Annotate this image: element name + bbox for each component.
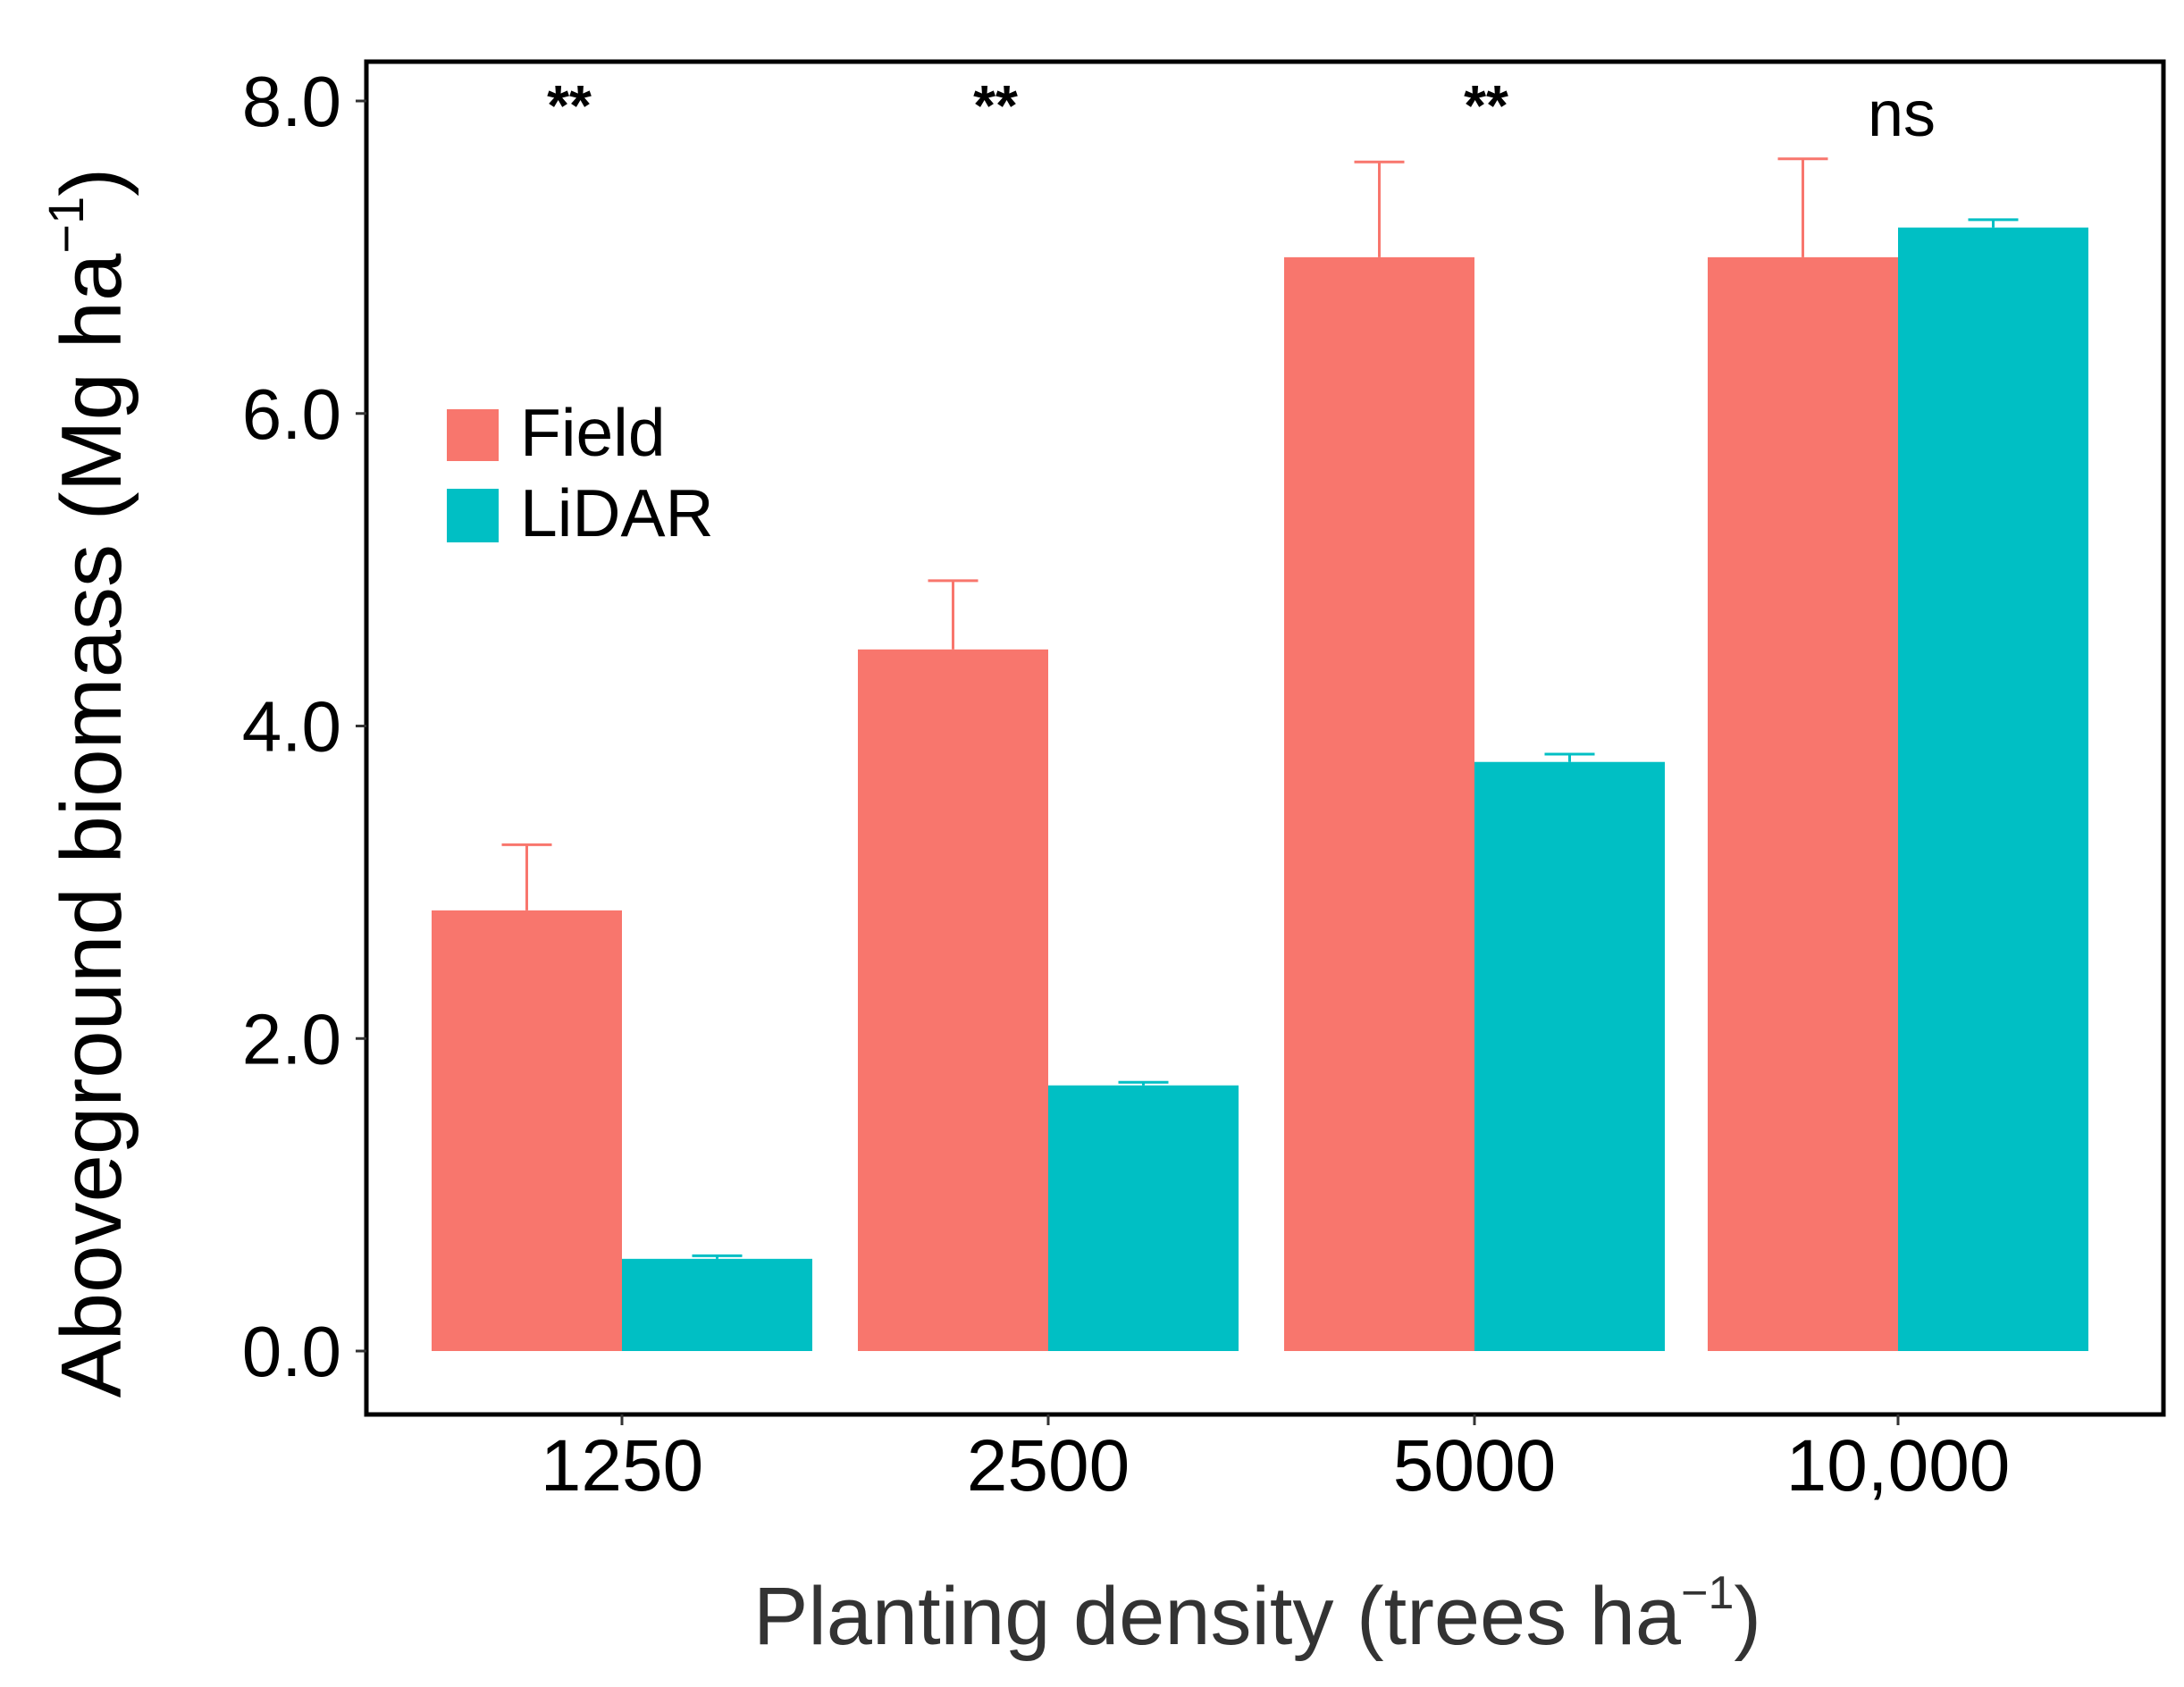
legend-label-field: Field xyxy=(520,395,666,470)
x-axis-title: Planting density (trees ha−1) xyxy=(753,1567,1761,1662)
x-axis-title-text: Planting density (trees ha xyxy=(753,1571,1682,1662)
y-axis-title: Aboveground biomass (Mg ha−1) xyxy=(38,168,139,1398)
bar-field-2500 xyxy=(858,649,1048,1351)
y-tick-label: 4.0 xyxy=(242,687,341,767)
y-tick-label: 0.0 xyxy=(242,1312,341,1391)
bar-field-10000 xyxy=(1708,256,1898,1351)
x-tick-label: 2500 xyxy=(967,1425,1130,1507)
legend-swatch-field xyxy=(447,409,499,461)
bar-lidar-1250 xyxy=(622,1258,812,1351)
bar-lidar-10000 xyxy=(1898,227,2088,1352)
bar-field-1250 xyxy=(432,910,622,1351)
y-tick-label: 6.0 xyxy=(242,374,341,454)
significance-label: ** xyxy=(1464,73,1508,138)
y-tick-label: 2.0 xyxy=(242,999,341,1079)
y-tick-label: 8.0 xyxy=(242,62,341,141)
significance-label: ** xyxy=(547,73,592,138)
bars xyxy=(432,157,2088,1352)
y-axis-title-end: ) xyxy=(44,168,139,197)
x-tick-label: 1250 xyxy=(541,1425,703,1507)
bar-field-5000 xyxy=(1284,256,1474,1351)
legend: Field LiDAR xyxy=(447,395,714,550)
y-axis-title-text: Aboveground biomass (Mg ha xyxy=(44,253,139,1397)
x-axis-title-end: ) xyxy=(1734,1571,1761,1662)
significance-label: ns xyxy=(1868,79,1936,150)
y-axis: 0.0 2.0 4.0 6.0 8.0 xyxy=(242,62,366,1391)
bar-lidar-5000 xyxy=(1474,761,1665,1351)
significance-labels: ** ** ** ns xyxy=(547,73,1936,150)
significance-label: ** xyxy=(973,73,1018,138)
plot-frame xyxy=(364,59,2166,1417)
legend-label-lidar: LiDAR xyxy=(520,475,714,550)
x-tick-label: 10,000 xyxy=(1786,1425,2011,1507)
x-tick-label: 5000 xyxy=(1393,1425,1556,1507)
legend-swatch-lidar xyxy=(447,489,499,542)
x-axis-title-sup: −1 xyxy=(1681,1567,1734,1619)
y-axis-title-sup: −1 xyxy=(38,197,94,254)
x-axis: 1250 2500 5000 10,000 xyxy=(541,1414,2011,1507)
bar-lidar-2500 xyxy=(1048,1085,1239,1351)
